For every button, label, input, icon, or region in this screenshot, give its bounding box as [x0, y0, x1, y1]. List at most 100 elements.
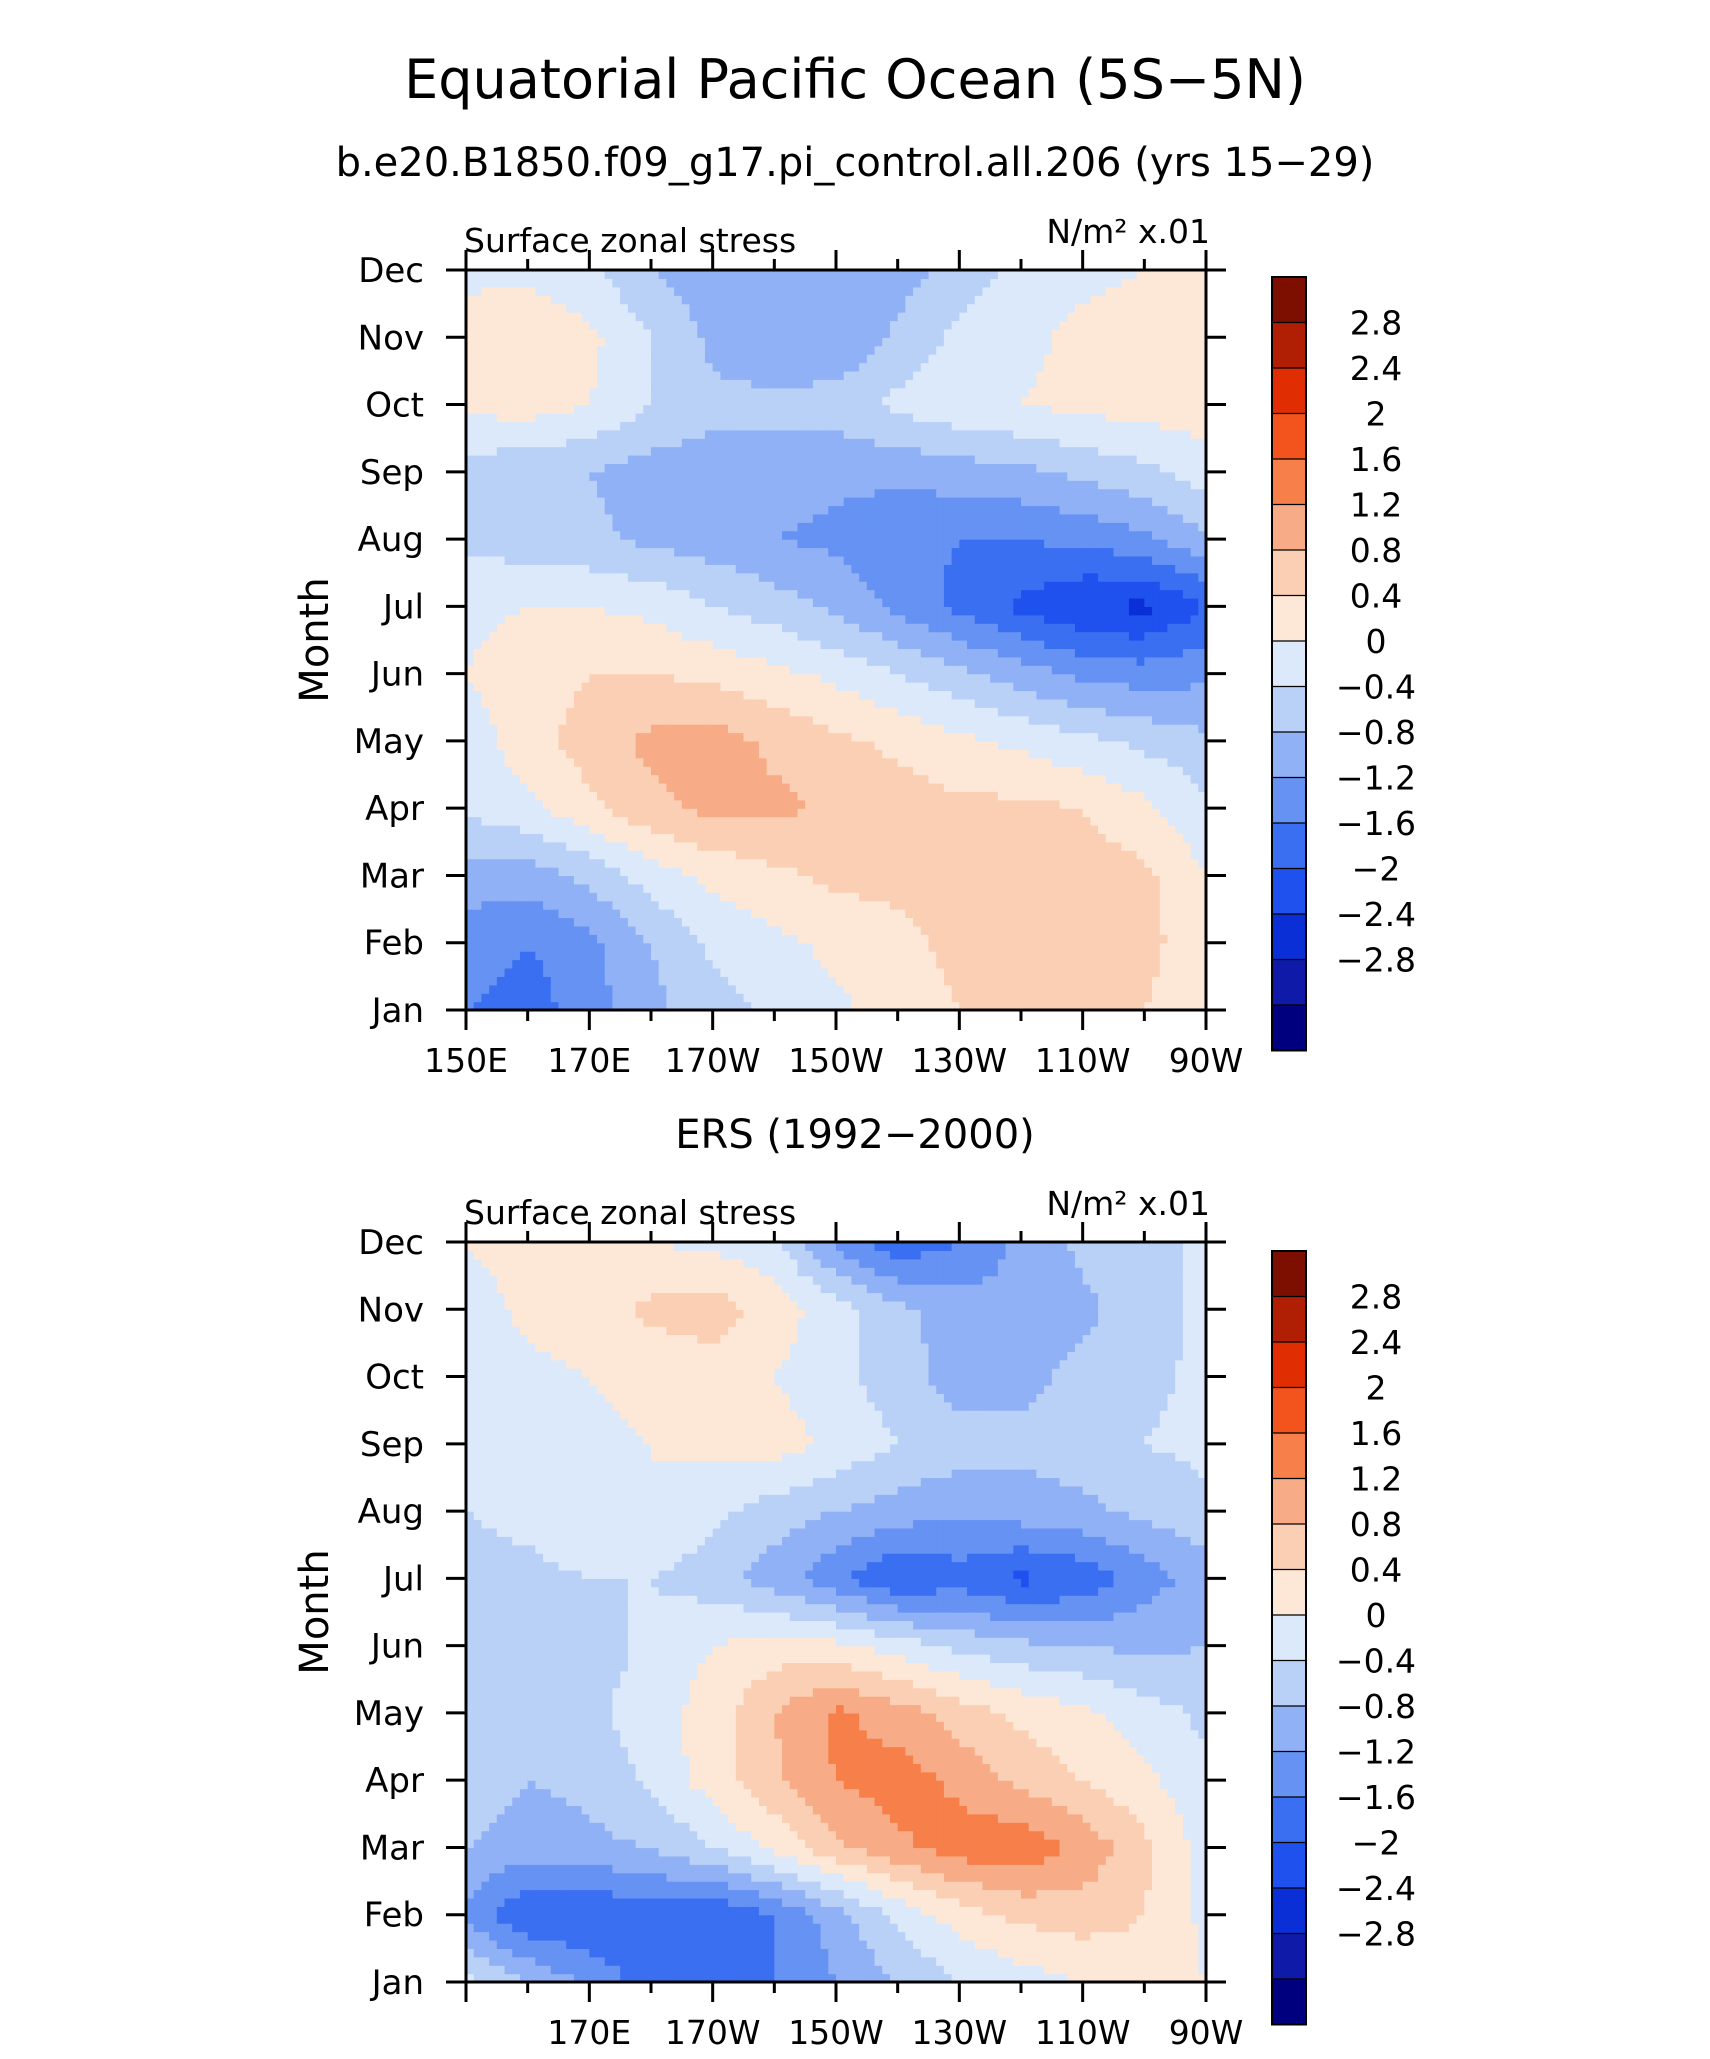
field-cell [943, 875, 953, 885]
field-cell [1090, 774, 1099, 784]
field-cell [735, 749, 745, 759]
field-cell [1152, 858, 1161, 868]
field-cell [751, 1001, 760, 1010]
field-cell [512, 808, 521, 818]
field-cell [1028, 967, 1038, 977]
field-cell [466, 766, 475, 776]
field-cell [1005, 581, 1014, 591]
field-cell [1051, 892, 1061, 902]
field-cell [1013, 715, 1022, 725]
field-cell [805, 892, 814, 902]
field-cell [1059, 909, 1068, 919]
field-cell [612, 909, 621, 919]
field-cell [1144, 841, 1153, 851]
field-cell [612, 623, 621, 633]
field-cell [982, 808, 991, 818]
field-cell [612, 682, 621, 692]
field-cell [1113, 892, 1122, 902]
field-cell [550, 597, 560, 607]
field-cell [751, 875, 760, 885]
field-cell [805, 850, 814, 860]
field-cell [936, 976, 945, 986]
field-cell [828, 976, 837, 986]
field-cell [604, 715, 614, 725]
field-cell [558, 623, 567, 633]
field-cell [789, 614, 799, 624]
field-cell [920, 900, 930, 910]
field-cell [805, 740, 814, 750]
field-cell [666, 951, 675, 961]
field-cell [1121, 799, 1130, 809]
field-cell [627, 715, 637, 725]
field-cell [943, 740, 953, 750]
field-cell [566, 749, 575, 759]
field-cell [674, 791, 683, 801]
field-cell [627, 976, 637, 986]
field-cell [1059, 816, 1068, 826]
field-cell [920, 782, 930, 792]
field-cell [689, 606, 698, 616]
field-cell [1051, 984, 1061, 994]
field-cell [774, 976, 783, 986]
field-cell [496, 925, 506, 935]
field-cell [766, 740, 775, 750]
field-cell [674, 740, 683, 750]
field-cell [1144, 749, 1153, 759]
field-cell [843, 993, 853, 1003]
field-cell [1013, 925, 1022, 935]
field-cell [866, 749, 876, 759]
field-cell [466, 967, 475, 977]
field-cell [627, 858, 637, 868]
field-cell [604, 892, 614, 902]
field-cell [766, 799, 775, 809]
field-cell [1082, 1001, 1091, 1010]
field-cell [681, 942, 691, 952]
field-cell [489, 1001, 498, 1010]
field-cell [674, 867, 683, 877]
field-cell [1090, 757, 1099, 767]
field-cell [990, 1001, 999, 1010]
field-cell [512, 640, 521, 650]
field-cell [897, 841, 906, 851]
field-cell [1128, 606, 1138, 616]
field-cell [1021, 774, 1030, 784]
field-cell [866, 782, 876, 792]
field-cell [527, 682, 536, 692]
field-cell [751, 572, 760, 582]
field-cell [1182, 782, 1192, 792]
field-cell [859, 841, 868, 851]
field-cell [589, 850, 598, 860]
field-cell [789, 900, 799, 910]
field-cell [990, 724, 999, 734]
field-cell [697, 833, 706, 843]
field-cell [527, 951, 536, 961]
field-cell [920, 808, 930, 818]
field-cell [489, 799, 498, 809]
field-cell [828, 732, 837, 742]
field-cell [504, 656, 513, 666]
field-cell [1152, 572, 1161, 582]
field-cell [1036, 749, 1045, 759]
field-cell [489, 572, 498, 582]
field-cell [751, 984, 760, 994]
field-cell [936, 808, 945, 818]
field-cell [1028, 766, 1038, 776]
field-cell [1105, 993, 1115, 1003]
field-cell [481, 623, 490, 633]
field-cell [581, 934, 590, 944]
field-cell [789, 656, 799, 666]
field-cell [820, 976, 829, 986]
field-cell [728, 867, 737, 877]
field-cell [681, 808, 691, 818]
field-cell [928, 951, 937, 961]
field-cell [990, 825, 999, 835]
field-cell [851, 673, 860, 683]
field-cell [720, 698, 729, 708]
field-cell [920, 597, 930, 607]
field-cell [627, 690, 637, 700]
field-cell [782, 917, 791, 927]
field-cell [620, 665, 629, 675]
field-cell [943, 749, 953, 759]
field-cell [597, 740, 606, 750]
field-cell [943, 581, 953, 591]
